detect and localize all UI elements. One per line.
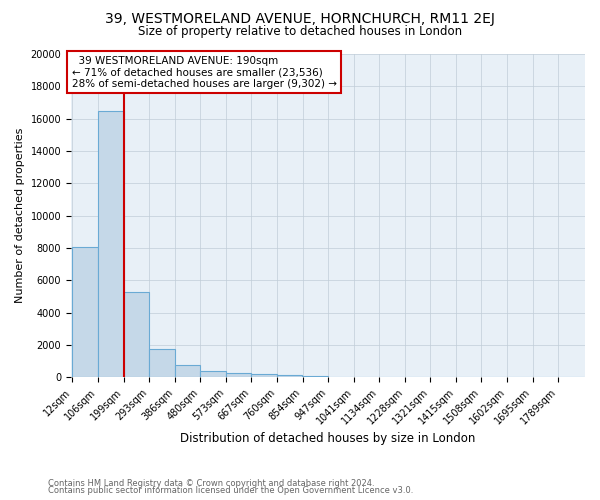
Bar [200, 372, 226, 378]
X-axis label: Distribution of detached houses by size in London: Distribution of detached houses by size … [181, 432, 476, 445]
Text: 39 WESTMORELAND AVENUE: 190sqm
← 71% of detached houses are smaller (23,536)
28%: 39 WESTMORELAND AVENUE: 190sqm ← 71% of … [71, 56, 337, 89]
Bar [277, 375, 302, 378]
Bar [251, 374, 277, 378]
Text: Contains public sector information licensed under the Open Government Licence v3: Contains public sector information licen… [48, 486, 413, 495]
Bar [73, 248, 98, 378]
Bar [302, 376, 328, 378]
Text: Size of property relative to detached houses in London: Size of property relative to detached ho… [138, 25, 462, 38]
Bar [149, 349, 175, 378]
Bar [226, 374, 251, 378]
Y-axis label: Number of detached properties: Number of detached properties [15, 128, 25, 304]
Text: 39, WESTMORELAND AVENUE, HORNCHURCH, RM11 2EJ: 39, WESTMORELAND AVENUE, HORNCHURCH, RM1… [105, 12, 495, 26]
Bar [98, 110, 124, 378]
Bar [175, 364, 200, 378]
Bar [124, 292, 149, 378]
Text: Contains HM Land Registry data © Crown copyright and database right 2024.: Contains HM Land Registry data © Crown c… [48, 478, 374, 488]
